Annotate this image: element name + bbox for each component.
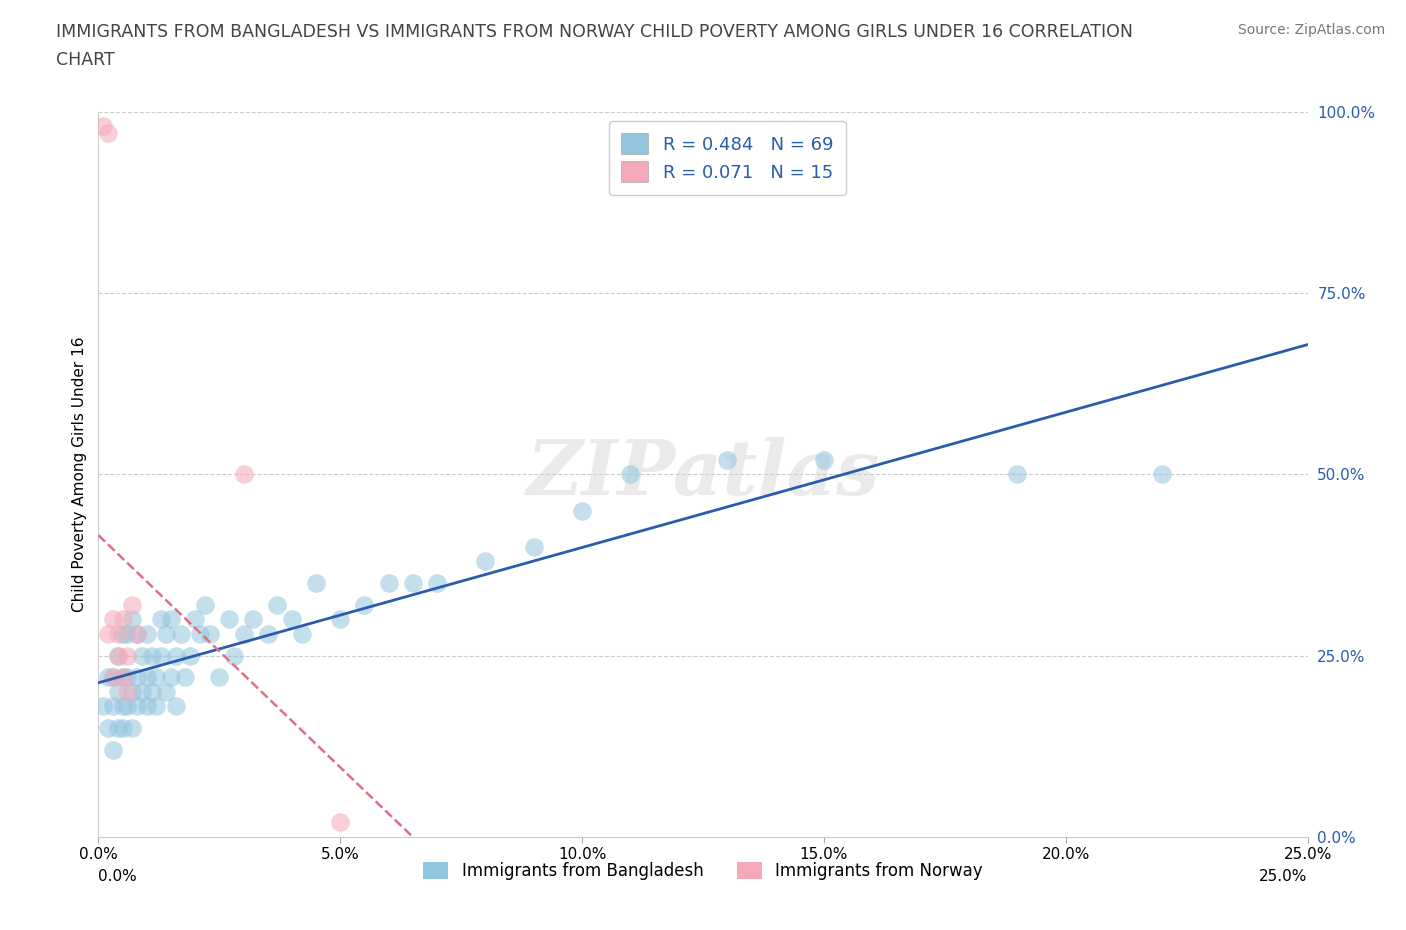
- Point: [111, 699, 134, 714]
- Point: [107, 648, 129, 663]
- Text: ZIPatlas: ZIPatlas: [526, 437, 880, 512]
- Point: [571, 503, 593, 518]
- Point: [198, 627, 221, 642]
- Point: [127, 699, 149, 714]
- Point: [135, 699, 157, 714]
- Point: [184, 612, 207, 627]
- Point: [716, 452, 738, 467]
- Point: [97, 670, 120, 684]
- Point: [91, 119, 114, 134]
- Text: 0.0%: 0.0%: [98, 869, 138, 883]
- Point: [155, 627, 177, 642]
- Point: [131, 684, 153, 699]
- Text: CHART: CHART: [56, 51, 115, 69]
- Point: [145, 699, 167, 714]
- Point: [121, 684, 143, 699]
- Point: [150, 648, 173, 663]
- Point: [242, 612, 264, 627]
- Point: [155, 684, 177, 699]
- Point: [256, 627, 278, 642]
- Point: [131, 648, 153, 663]
- Point: [141, 648, 163, 663]
- Text: IMMIGRANTS FROM BANGLADESH VS IMMIGRANTS FROM NORWAY CHILD POVERTY AMONG GIRLS U: IMMIGRANTS FROM BANGLADESH VS IMMIGRANTS…: [56, 23, 1133, 41]
- Point: [523, 539, 546, 554]
- Point: [111, 670, 134, 684]
- Point: [135, 670, 157, 684]
- Point: [117, 648, 139, 663]
- Point: [474, 554, 496, 569]
- Point: [188, 627, 211, 642]
- Point: [169, 627, 191, 642]
- Y-axis label: Child Poverty Among Girls Under 16: Child Poverty Among Girls Under 16: [72, 337, 87, 612]
- Point: [426, 576, 449, 591]
- Point: [135, 627, 157, 642]
- Point: [97, 126, 120, 140]
- Point: [127, 670, 149, 684]
- Point: [101, 612, 124, 627]
- Point: [165, 699, 187, 714]
- Point: [101, 670, 124, 684]
- Point: [107, 684, 129, 699]
- Point: [232, 627, 254, 642]
- Point: [179, 648, 201, 663]
- Point: [222, 648, 245, 663]
- Point: [150, 612, 173, 627]
- Point: [121, 597, 143, 612]
- Point: [305, 576, 328, 591]
- Point: [813, 452, 835, 467]
- Point: [266, 597, 288, 612]
- Point: [91, 699, 114, 714]
- Point: [1007, 467, 1029, 482]
- Point: [619, 467, 641, 482]
- Point: [107, 721, 129, 736]
- Point: [329, 612, 352, 627]
- Point: [160, 612, 183, 627]
- Point: [402, 576, 425, 591]
- Point: [127, 627, 149, 642]
- Text: 25.0%: 25.0%: [1260, 869, 1308, 883]
- Point: [101, 742, 124, 757]
- Point: [194, 597, 217, 612]
- Point: [117, 684, 139, 699]
- Point: [160, 670, 183, 684]
- Point: [121, 612, 143, 627]
- Legend: Immigrants from Bangladesh, Immigrants from Norway: Immigrants from Bangladesh, Immigrants f…: [416, 856, 990, 886]
- Point: [353, 597, 375, 612]
- Point: [127, 627, 149, 642]
- Point: [97, 721, 120, 736]
- Point: [290, 627, 312, 642]
- Point: [208, 670, 231, 684]
- Point: [141, 684, 163, 699]
- Point: [101, 699, 124, 714]
- Point: [1152, 467, 1174, 482]
- Point: [111, 721, 134, 736]
- Point: [111, 670, 134, 684]
- Point: [232, 467, 254, 482]
- Point: [117, 627, 139, 642]
- Point: [97, 627, 120, 642]
- Point: [218, 612, 240, 627]
- Point: [111, 627, 134, 642]
- Point: [117, 699, 139, 714]
- Point: [101, 670, 124, 684]
- Point: [174, 670, 197, 684]
- Point: [165, 648, 187, 663]
- Point: [145, 670, 167, 684]
- Point: [329, 815, 352, 830]
- Point: [281, 612, 304, 627]
- Text: Source: ZipAtlas.com: Source: ZipAtlas.com: [1237, 23, 1385, 37]
- Point: [121, 721, 143, 736]
- Point: [107, 648, 129, 663]
- Point: [107, 627, 129, 642]
- Point: [117, 670, 139, 684]
- Point: [111, 612, 134, 627]
- Point: [377, 576, 399, 591]
